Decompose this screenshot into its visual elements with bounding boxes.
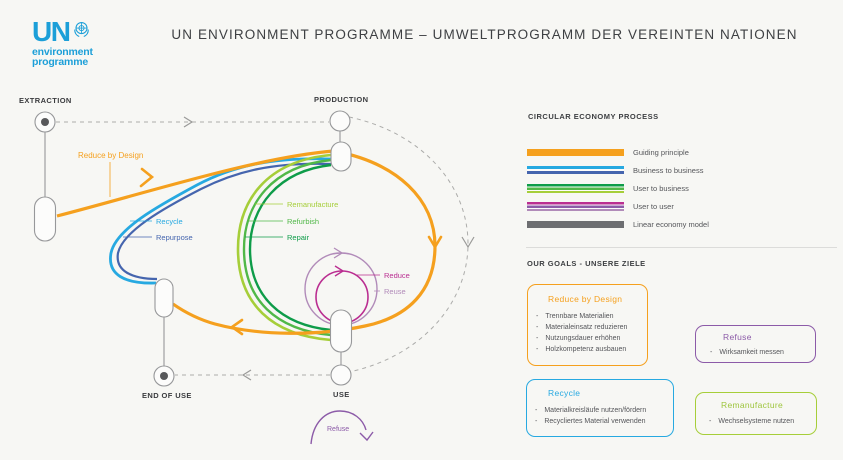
legend-swatch-linear-economy: [527, 220, 624, 228]
legend-row-guiding-principle: Guiding principle: [527, 143, 839, 161]
goal-box-reduce-by-design: Reduce by Design Trennbare Materialien M…: [527, 284, 648, 366]
linear-economy-arrows: [183, 116, 475, 381]
un-emblem-icon: [74, 22, 90, 38]
use-pill: [329, 309, 353, 353]
circular-economy-diagram: Reduce by Design Recycle Repurpose Reman…: [19, 95, 475, 445]
logo-un-text: UN: [32, 16, 71, 47]
label-reduce-by-design: Reduce by Design: [78, 151, 143, 160]
legend-row-user-to-business: User to business: [527, 179, 839, 197]
section-divider: [526, 247, 837, 248]
legend-label-business-to-business: Business to business: [633, 165, 704, 175]
label-repair: Repair: [287, 233, 310, 242]
label-refurbish: Refurbish: [287, 217, 319, 226]
logo-environment-text: environment: [32, 46, 93, 58]
goal-item: Nutzungsdauer erhöhen: [536, 333, 647, 344]
goal-item: Holzkompetenz ausbauen: [536, 344, 647, 355]
production-pill: [330, 141, 352, 172]
end-of-use-pill: [154, 278, 174, 318]
goal-item: Wirksamkeit messen: [710, 347, 815, 358]
label-refuse: Refuse: [327, 426, 349, 433]
station-nodes: [33, 110, 353, 387]
logo-programme-text: programme: [32, 56, 88, 68]
legend: Guiding principle Business to business U…: [527, 143, 839, 233]
goal-box-title: Remanufacture: [721, 400, 784, 410]
legend-swatch-business-to-business: [527, 166, 624, 174]
legend-title: CIRCULAR ECONOMY PROCESS: [528, 112, 659, 121]
legend-label-guiding-principle: Guiding principle: [633, 147, 689, 157]
goal-box-title: Refuse: [723, 332, 752, 342]
goal-box-title: Reduce by Design: [548, 294, 623, 304]
goal-item: Recycliertes Material verwenden: [535, 416, 673, 427]
goal-item: Trennbare Materialien: [536, 311, 647, 322]
label-extraction: EXTRACTION: [19, 96, 72, 105]
legend-swatch-guiding-principle: [527, 148, 624, 156]
page-title: UN ENVIRONMENT PROGRAMME – UMWELTPROGRAM…: [171, 27, 798, 42]
label-repurpose: Repurpose: [156, 233, 193, 242]
goal-box-remanufacture: Remanufacture Wechselsysteme nutzen: [695, 392, 817, 435]
goal-item: Materialeinsatz reduzieren: [536, 322, 647, 333]
goal-box-refuse: Refuse Wirksamkeit messen: [695, 325, 816, 363]
legend-swatch-user-to-business: [527, 183, 624, 193]
refuse-arc: [310, 410, 374, 445]
production-circle: [329, 110, 351, 132]
legend-row-user-to-user: User to user: [527, 197, 839, 215]
leader-lines: [109, 162, 380, 292]
goals-title: OUR GOALS - UNSERE ZIELE: [527, 259, 646, 268]
goal-item: Wechselsysteme nutzen: [709, 416, 816, 427]
extraction-pill: [33, 196, 57, 242]
goal-box-recycle: Recycle Materialkreisläufe nutzen/förder…: [526, 379, 674, 437]
label-end-of-use: END OF USE: [142, 391, 192, 400]
legend-swatch-user-to-user: [527, 201, 624, 211]
label-reduce: Reduce: [384, 271, 410, 280]
legend-row-linear-economy: Linear economy model: [527, 215, 839, 233]
guiding-principle-path: [56, 149, 443, 336]
user-to-business-loop: [236, 153, 332, 342]
goal-box-title: Recycle: [548, 388, 581, 398]
label-use: USE: [333, 390, 350, 399]
use-circle: [330, 364, 352, 386]
unep-logo: UN environment programme: [32, 16, 93, 68]
label-remanufacture: Remanufacture: [287, 200, 338, 209]
label-production: PRODUCTION: [314, 95, 368, 104]
label-reuse: Reuse: [384, 287, 406, 296]
legend-label-user-to-user: User to user: [633, 201, 674, 211]
legend-row-business-to-business: Business to business: [527, 161, 839, 179]
label-recycle: Recycle: [156, 217, 183, 226]
goal-item: Materialkreisläufe nutzen/fördern: [535, 405, 673, 416]
legend-label-linear-economy: Linear economy model: [633, 219, 709, 229]
legend-label-user-to-business: User to business: [633, 183, 689, 193]
